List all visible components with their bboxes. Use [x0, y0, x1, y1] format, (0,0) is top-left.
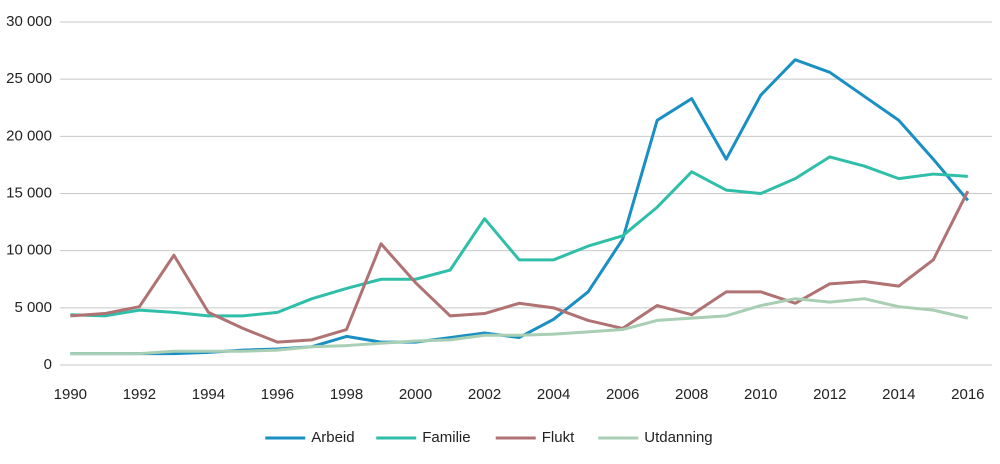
- y-tick-label: 10 000: [6, 242, 52, 259]
- y-tick-label: 0: [44, 356, 52, 373]
- x-tick-label: 2000: [399, 386, 432, 403]
- y-tick-label: 30 000: [6, 13, 52, 30]
- x-tick-label: 2012: [813, 386, 846, 403]
- x-tick-label: 2016: [951, 386, 984, 403]
- x-tick-label: 2010: [744, 386, 777, 403]
- legend-label: Familie: [422, 429, 470, 446]
- x-tick-label: 2006: [606, 386, 639, 403]
- x-tick-label: 1996: [261, 386, 294, 403]
- series-line: [70, 190, 970, 344]
- x-tick-label: 1992: [123, 386, 156, 403]
- x-tick-label: 1994: [192, 386, 225, 403]
- y-tick-label: 25 000: [6, 70, 52, 87]
- legend-label: Utdanning: [644, 429, 712, 446]
- x-tick-label: 1998: [330, 386, 363, 403]
- series-line: [70, 155, 968, 318]
- y-tick-label: 20 000: [6, 127, 52, 144]
- x-tick-label: 2004: [537, 386, 570, 403]
- x-tick-label: 1990: [54, 386, 87, 403]
- x-tick-label: 2002: [468, 386, 501, 403]
- x-tick-label: 2008: [675, 386, 708, 403]
- legend-label: Arbeid: [311, 429, 354, 446]
- y-tick-label: 15 000: [6, 184, 52, 201]
- y-tick-label: 5 000: [14, 299, 52, 316]
- series-line: [70, 297, 969, 356]
- legend-label: Flukt: [542, 429, 575, 446]
- x-tick-label: 2014: [882, 386, 915, 403]
